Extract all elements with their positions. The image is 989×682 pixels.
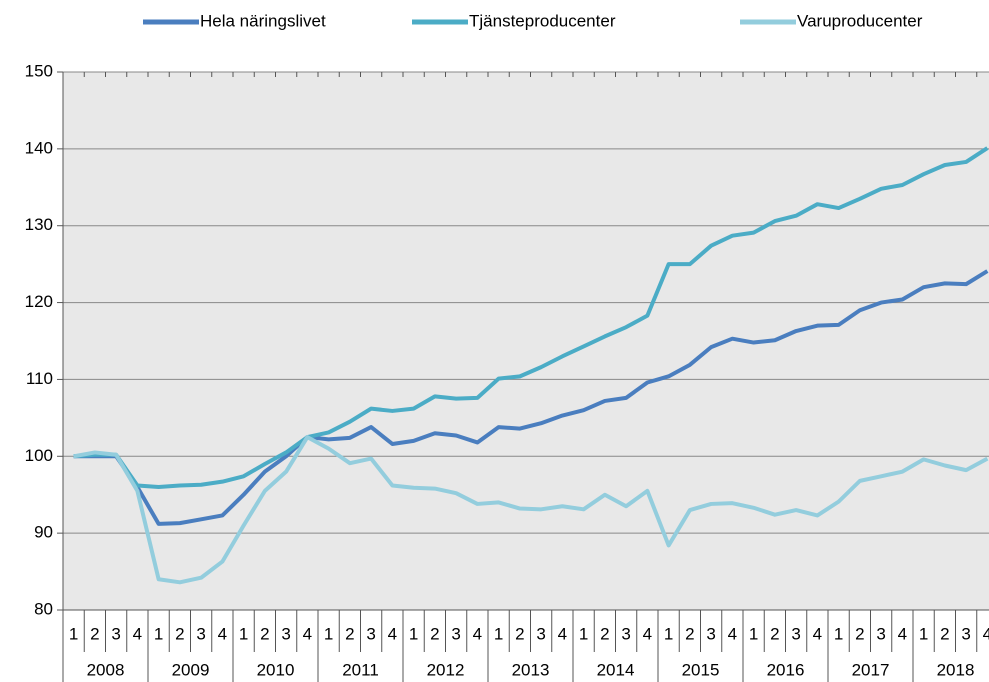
year-label: 2010 [257,660,295,679]
x-tick-label: 2 [600,624,609,643]
plot-area [63,72,989,610]
year-label: 2009 [172,660,210,679]
x-tick-label: 1 [409,624,418,643]
x-tick-label: 1 [664,624,673,643]
x-tick-label: 1 [494,624,503,643]
x-tick-label: 3 [281,624,290,643]
series-line [73,269,989,526]
x-tick-label: 2 [770,624,779,643]
x-tick-label: 3 [196,624,205,643]
x-tick-label: 4 [388,624,397,643]
year-label: 2008 [87,660,125,679]
year-label: 2011 [342,660,379,679]
x-tick-label: 3 [536,624,545,643]
y-tick-label: 110 [26,369,53,388]
x-tick-label: 2 [515,624,524,643]
x-tick-label: 2 [430,624,439,643]
series-line [73,435,989,585]
legend-label: Varuproducenter [797,11,923,30]
y-tick-label: 90 [34,523,53,542]
year-label: 2015 [682,660,720,679]
x-tick-label: 4 [303,624,312,643]
x-tick-label: 2 [940,624,949,643]
x-tick-label: 3 [621,624,630,643]
x-tick-label: 2 [175,624,184,643]
x-tick-label: 4 [558,624,567,643]
year-label: 2018 [937,660,975,679]
x-tick-label: 2 [260,624,269,643]
x-tick-label: 3 [791,624,800,643]
x-tick-label: 1 [749,624,758,643]
x-tick-label: 1 [69,624,78,643]
x-tick-label: 1 [919,624,928,643]
year-label: 2012 [427,660,465,679]
year-label: 2017 [852,660,890,679]
x-tick-label: 1 [834,624,843,643]
x-tick-label: 4 [218,624,227,643]
x-tick-label: 1 [239,624,248,643]
legend-label: Hela näringslivet [200,11,326,30]
x-tick-label: 1 [579,624,588,643]
x-tick-label: 4 [473,624,482,643]
y-tick-label: 120 [25,292,53,311]
x-tick-label: 4 [133,624,142,643]
y-tick-label: 140 [25,138,53,157]
y-tick-label: 130 [25,215,53,234]
series-line [73,146,989,490]
x-tick-label: 3 [451,624,460,643]
year-label: 2016 [767,660,805,679]
x-tick-label: 3 [366,624,375,643]
x-tick-label: 4 [813,624,822,643]
year-label: 2014 [597,660,635,679]
y-tick-label: 80 [34,599,53,618]
x-tick-label: 3 [706,624,715,643]
x-tick-label: 2 [90,624,99,643]
x-tick-label: 3 [111,624,120,643]
x-tick-label: 3 [961,624,970,643]
x-tick-label: 3 [876,624,885,643]
x-tick-label: 2 [345,624,354,643]
year-label: 2013 [512,660,550,679]
x-tick-label: 1 [154,624,163,643]
x-tick-label: 2 [855,624,864,643]
y-tick-label: 150 [25,61,53,80]
x-tick-label: 1 [324,624,333,643]
x-tick-label: 2 [685,624,694,643]
x-tick-label: 4 [643,624,652,643]
x-tick-label: 4 [983,624,989,643]
x-tick-label: 4 [898,624,907,643]
x-tick-label: 4 [728,624,737,643]
legend-label: Tjänsteproducenter [469,11,616,30]
y-tick-label: 100 [25,446,53,465]
